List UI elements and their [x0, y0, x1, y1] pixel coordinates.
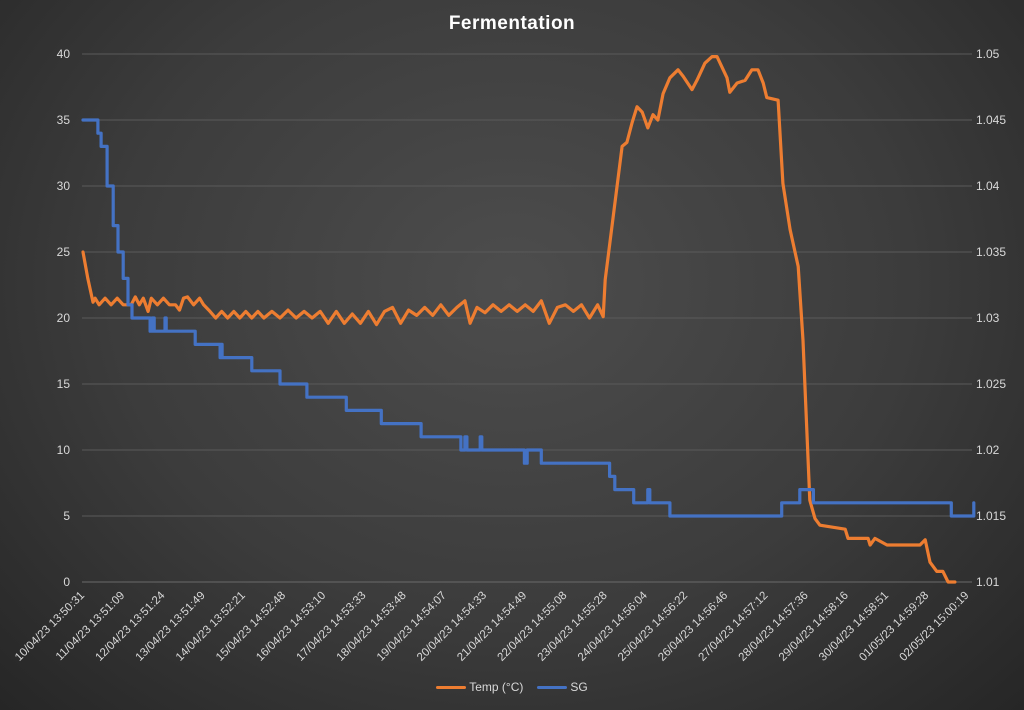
legend-item-sg: SG	[537, 680, 588, 694]
x-tick-label: 24/04/23 14:56:04	[576, 589, 650, 663]
legend-item-temp: Temp (°C)	[436, 680, 523, 694]
x-tick-label: 29/04/23 14:58:16	[777, 590, 851, 664]
y-tick-label-right: 1.015	[976, 509, 1006, 523]
y-axis-left: 0 5 10 15 20 25 30 35 40	[57, 47, 71, 589]
y-tick-label-left: 0	[63, 575, 70, 589]
legend-swatch-sg	[537, 685, 568, 689]
x-tick-label: 21/04/23 14:54:49	[455, 590, 529, 664]
x-tick-label: 10/04/23 13:50:31	[13, 590, 87, 664]
y-tick-label-right: 1.03	[976, 311, 1000, 325]
x-tick-label: 25/04/23 14:56:22	[616, 590, 690, 664]
chart-title: Fermentation	[448, 13, 576, 34]
y-tick-label-right: 1.035	[976, 245, 1006, 259]
legend-label-temp: Temp (°C)	[469, 680, 524, 694]
x-tick-label: 11/04/23 13:51:09	[54, 590, 127, 663]
y-tick-label-right: 1.05	[976, 47, 1000, 61]
y-tick-label-left: 15	[57, 377, 71, 391]
y-tick-label-left: 5	[63, 509, 70, 523]
x-tick-label: 19/04/23 14:54:07	[375, 590, 449, 664]
x-tick-label: 16/04/23 14:53:10	[254, 590, 328, 664]
x-tick-label: 13/04/23 13:51:49	[134, 590, 208, 664]
legend-swatch-temp	[436, 685, 467, 689]
y-tick-label-left: 10	[57, 443, 71, 457]
x-tick-label: 20/04/23 14:54:33	[415, 590, 489, 664]
x-tick-label: 30/04/23 14:58:51	[817, 590, 891, 664]
y-tick-label-right: 1.01	[976, 575, 1000, 589]
legend-label-sg: SG	[570, 680, 588, 694]
y-tick-label-right: 1.025	[976, 377, 1006, 391]
x-tick-label: 12/04/23 13:51:24	[93, 589, 167, 663]
x-tick-label: 01/05/23 14:59:28	[857, 590, 931, 664]
temp-series-line	[81, 55, 957, 584]
y-tick-label-left: 25	[57, 245, 71, 259]
x-tick-label: 17/04/23 14:53:33	[294, 590, 368, 664]
x-tick-label: 26/04/23 14:56:46	[656, 590, 730, 664]
y-axis-right: 1.01 1.015 1.02 1.025 1.03 1.035 1.04 1.045 1.05	[976, 47, 1006, 589]
legend: Temp (°C) SG	[0, 680, 1024, 694]
x-tick-label: 27/04/23 14:57:12	[696, 590, 770, 664]
y-tick-label-left: 20	[57, 311, 71, 325]
y-tick-label-right: 1.04	[976, 179, 1000, 193]
y-tick-label-left: 40	[57, 47, 71, 61]
x-tick-label: 22/04/23 14:55:08	[495, 590, 569, 664]
y-tick-label-right: 1.02	[976, 443, 1000, 457]
y-tick-label-left: 30	[57, 179, 71, 193]
x-tick-label: 14/04/23 13:52:21	[174, 590, 248, 664]
y-tick-label-left: 35	[57, 113, 71, 127]
gridlines	[82, 53, 972, 583]
x-tick-label: 02/05/23 15:00:19	[897, 590, 971, 664]
x-tick-label: 15/04/23 14:52:48	[214, 590, 288, 664]
x-tick-label: 28/04/23 14:57:36	[737, 590, 811, 664]
sg-series-line	[81, 118, 976, 518]
x-tick-label: 23/04/23 14:55:28	[536, 590, 610, 664]
x-tick-label: 18/04/23 14:53:48	[335, 590, 409, 664]
y-tick-label-right: 1.045	[976, 113, 1006, 127]
series-lines	[81, 55, 976, 584]
